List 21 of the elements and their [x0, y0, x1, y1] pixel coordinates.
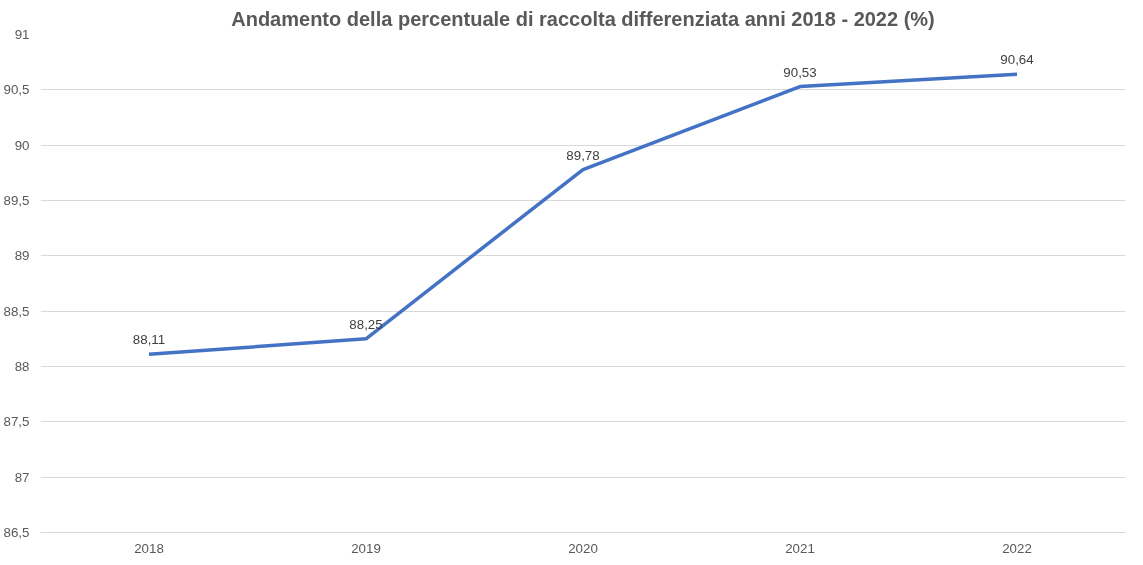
- y-tick-label: 89,5: [3, 193, 30, 208]
- y-tick-label: 87: [14, 469, 30, 485]
- x-tick-label: 2018: [134, 540, 164, 556]
- data-label: 90,64: [1000, 52, 1035, 68]
- y-tick-label: 88: [14, 359, 30, 374]
- data-label: 88,25: [349, 316, 383, 332]
- y-tick-label: 89: [14, 248, 30, 264]
- y-tick-label: 90: [14, 137, 30, 153]
- x-tick-label: 2021: [785, 540, 815, 556]
- chart-title: Andamento della percentuale di raccolta differenziata anni 2018 - 2022 (%): [231, 7, 935, 30]
- data-label: 89,78: [566, 147, 600, 163]
- y-tick-label: 87,5: [3, 414, 30, 430]
- x-tick-label: 2020: [568, 540, 598, 556]
- data-label: 90,53: [783, 64, 817, 80]
- data-label: 88,11: [132, 332, 166, 348]
- y-tick-label: 90,5: [3, 82, 30, 98]
- x-tick-label: 2019: [351, 540, 381, 556]
- y-tick-label: 86,5: [3, 525, 30, 540]
- x-tick-label: 2022: [1002, 540, 1032, 556]
- y-tick-label: 88,5: [3, 303, 30, 319]
- y-tick-label: 91: [14, 27, 30, 42]
